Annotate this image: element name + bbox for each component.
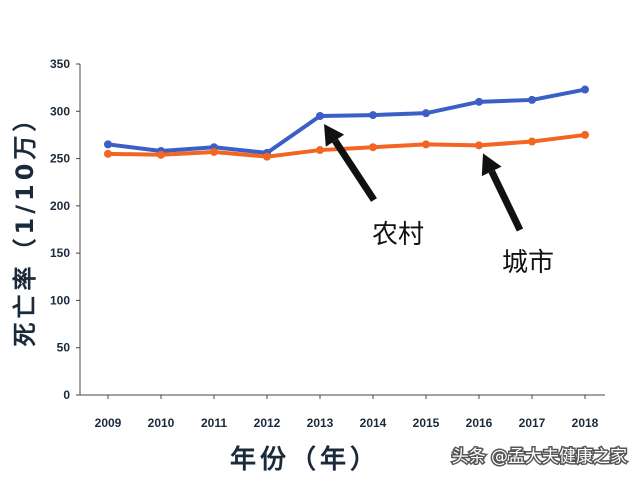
data-point (581, 85, 589, 94)
data-point (528, 95, 536, 104)
data-point (581, 130, 589, 139)
data-point (369, 111, 377, 120)
y-tick-label: 300 (50, 104, 70, 118)
data-point (316, 146, 324, 155)
y-tick-label: 350 (50, 57, 70, 71)
data-point (263, 152, 271, 161)
data-point (422, 109, 430, 118)
x-tick-label: 2009 (95, 416, 122, 430)
watermark: 头条 @孟大夫健康之家 (450, 446, 628, 469)
data-point (104, 140, 112, 149)
series-line-rural (107, 87, 586, 155)
data-point (316, 112, 324, 121)
x-tick-label: 2018 (572, 416, 599, 430)
y-tick-label: 100 (50, 293, 70, 307)
y-tick-label: 200 (50, 199, 70, 213)
annotation-label: 城市 (502, 248, 554, 278)
data-point (104, 149, 112, 158)
data-point (528, 137, 536, 146)
x-axis-title: 年份（年） (230, 444, 380, 475)
x-tick-label: 2013 (307, 416, 334, 430)
annotation-arrow (488, 169, 524, 232)
watermark-text: 头条 @孟大夫健康之家 (452, 447, 627, 467)
data-point (475, 141, 483, 150)
x-tick-label: 2014 (360, 416, 387, 430)
data-point (210, 147, 218, 156)
x-tick-label: 2016 (466, 416, 493, 430)
series-line-urban (107, 132, 586, 159)
x-tick-label: 2010 (148, 416, 175, 430)
annotation-label: 农村 (372, 220, 424, 250)
y-tick-label: 50 (57, 341, 71, 355)
x-tick-label: 2015 (413, 416, 440, 430)
y-axis-title: 死亡率（1/10万） (11, 104, 39, 347)
x-tick-label: 2017 (519, 416, 546, 430)
tick-labels: 0 50 100 150 200 250 300 350 2009 2010 2011 2012 201… (50, 57, 599, 430)
data-point (157, 150, 165, 159)
x-tick-label: 2012 (254, 416, 281, 430)
x-tick-label: 2011 (201, 416, 227, 430)
y-tick-label: 150 (50, 246, 70, 260)
data-point (475, 97, 483, 106)
annotation-arrowhead (481, 153, 502, 177)
y-tick-label: 0 (63, 388, 70, 402)
data-point (369, 143, 377, 152)
data-point (422, 140, 430, 149)
annotation-arrow (332, 138, 377, 202)
annotation-arrowhead (324, 124, 345, 147)
axes (79, 64, 605, 396)
series-lines (104, 85, 589, 161)
y-tick-label: 250 (50, 152, 70, 166)
